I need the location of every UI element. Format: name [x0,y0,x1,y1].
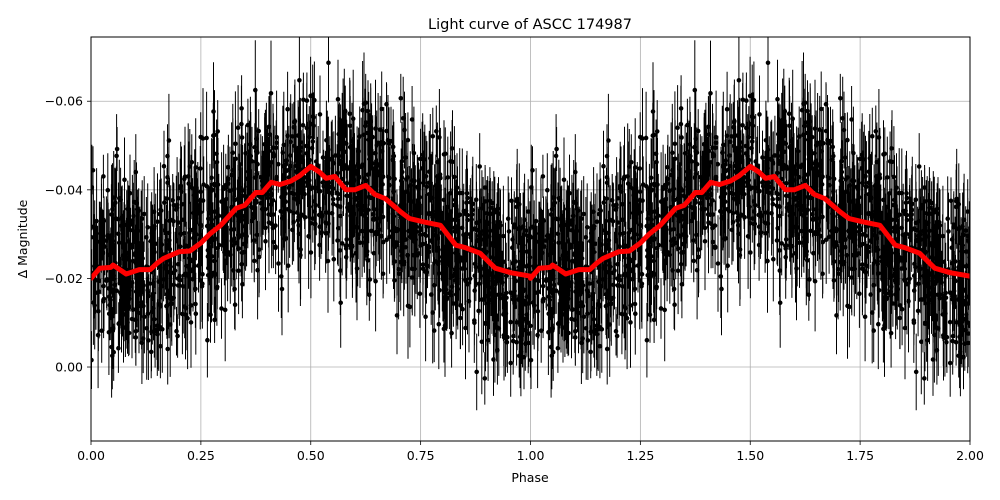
y-axis-ticks: −0.06 −0.04 −0.02 0.00 [45,94,91,375]
x-tick-label: 0.75 [407,448,435,463]
y-tick-label: −0.06 [45,94,83,109]
y-tick-label: 0.00 [55,360,83,375]
x-axis-ticks: 0.00 0.25 0.50 0.75 1.00 1.25 1.50 1.75 2.00 [77,441,984,463]
x-tick-label: 1.25 [626,448,654,463]
y-tick-label: −0.04 [45,182,83,197]
observation-points [91,37,970,411]
x-axis-label: Phase [511,470,549,485]
x-tick-label: 1.75 [846,448,874,463]
x-tick-label: 1.50 [736,448,764,463]
x-tick-label: 0.50 [297,448,325,463]
chart-title: Light curve of ASCC 174987 [428,17,632,33]
x-tick-label: 2.00 [956,448,984,463]
y-axis-label: Δ Magnitude [15,199,30,278]
x-tick-label: 0.00 [77,448,105,463]
y-tick-label: −0.02 [45,271,83,286]
x-tick-label: 1.00 [517,448,545,463]
x-tick-label: 0.25 [187,448,215,463]
binned-mean-curve [91,163,970,281]
